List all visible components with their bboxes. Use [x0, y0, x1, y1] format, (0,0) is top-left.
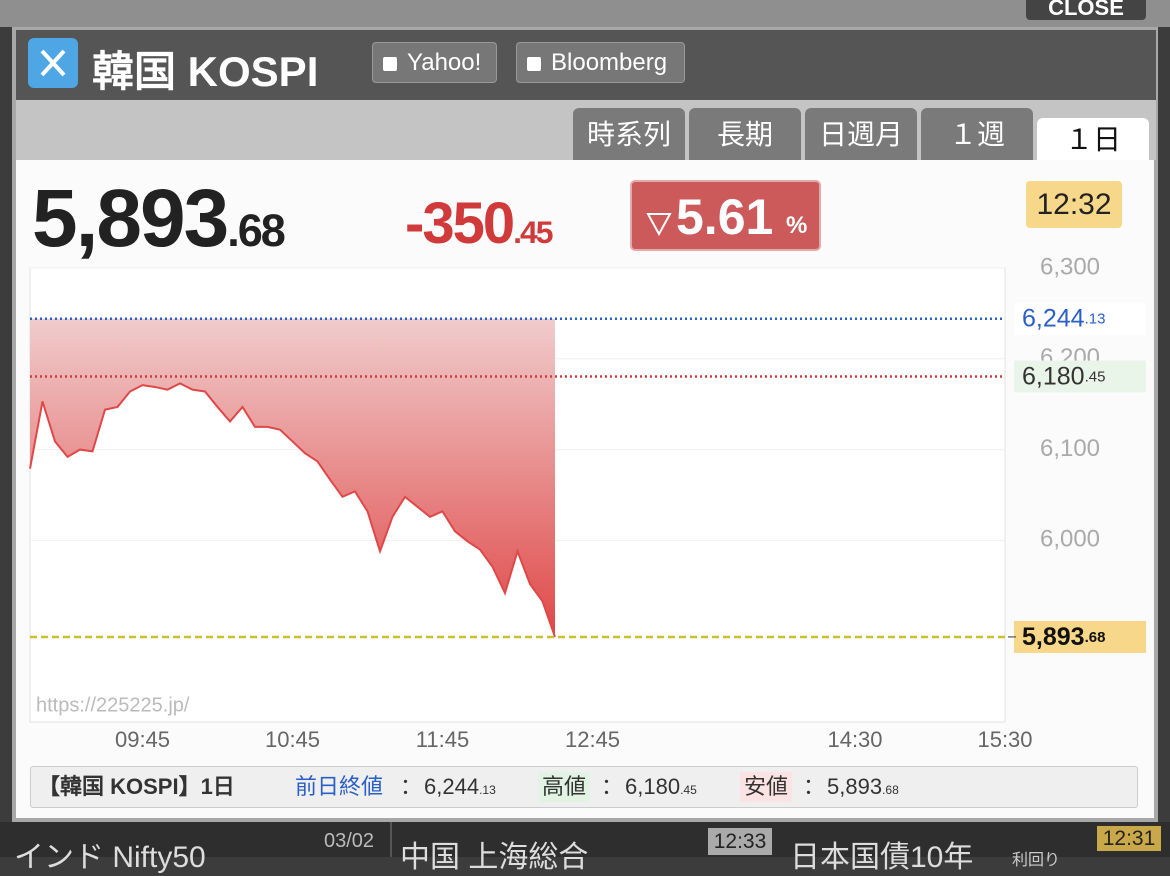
separator: ： — [803, 774, 826, 799]
time-badge: 12:32 — [1026, 181, 1122, 228]
footer-value: 6,180.45 — [625, 774, 697, 799]
tab[interactable]: 長期 — [689, 108, 801, 160]
percent-box: 5.61 % — [630, 180, 821, 251]
reference-label: 6,180.45 — [1022, 362, 1105, 390]
ticker-item[interactable]: インド Nifty50 — [14, 841, 206, 874]
ticker-item[interactable]: 日本国債10年 — [790, 841, 974, 874]
title: 韓国 KOSPI — [92, 48, 319, 95]
y-tick-label: 6,300 — [1040, 253, 1100, 280]
separator: ： — [400, 774, 423, 799]
footer-value: 6,244.13 — [424, 774, 496, 799]
price: 5,893.68 — [32, 173, 286, 264]
x-tick-label: 10:45 — [265, 727, 320, 752]
x-tick-label: 11:45 — [416, 727, 469, 752]
down-arrow — [646, 213, 672, 236]
top-strip — [0, 0, 1170, 27]
percent: 5.61 — [676, 189, 774, 245]
tab[interactable]: １週 — [921, 108, 1033, 160]
link-button[interactable]: Yahoo! — [372, 42, 497, 83]
x-tick-label: 15:30 — [977, 727, 1032, 752]
chart: https://225225.jp/ 6,0006,1006,2006,3000… — [29, 253, 1146, 752]
reference-box — [1014, 360, 1146, 393]
footer-label: 高値 — [538, 772, 591, 802]
percent-unit: % — [786, 212, 808, 239]
footer-value: 5,893.68 — [827, 774, 899, 799]
price-line — [29, 382, 556, 638]
ticker-date: 03/02 — [324, 830, 375, 852]
link-button[interactable]: Bloomberg — [516, 42, 685, 83]
reference-label: 5,893.68 — [1022, 623, 1105, 651]
separator: ： — [601, 774, 624, 799]
y-tick-label: 6,000 — [1040, 526, 1100, 553]
footer-label: 安値 — [740, 772, 793, 802]
tab[interactable]: 日週月 — [805, 108, 917, 160]
x-tick-label: 09:45 — [115, 727, 170, 752]
close-button[interactable]: CLOSE — [1026, 0, 1146, 20]
reference-box — [1014, 620, 1146, 653]
link-label: Yahoo! — [407, 49, 482, 76]
link-label: Bloomberg — [551, 49, 668, 76]
y-tick-label: 6,100 — [1040, 435, 1100, 462]
x-glyph — [40, 49, 66, 77]
footer-title: 【韓国 KOSPI】1日 — [38, 774, 235, 799]
ticker-date: 12:31 — [1097, 826, 1161, 851]
footer-label: 前日終値 — [295, 774, 384, 799]
reference-label: 6,244.13 — [1022, 304, 1105, 332]
watermark: https://225225.jp/ — [36, 694, 190, 716]
ticker-date: 12:33 — [708, 828, 772, 855]
ticker-bar — [0, 822, 1170, 857]
area — [30, 318, 555, 637]
change: -350.45 — [405, 191, 553, 256]
ticker-sub: 利回り — [1012, 852, 1061, 869]
x-icon[interactable] — [28, 38, 78, 88]
tab-active[interactable]: １日 — [1037, 118, 1149, 160]
divider — [390, 822, 392, 857]
tab[interactable]: 時系列 — [573, 108, 685, 160]
reference-box — [1014, 302, 1146, 335]
x-tick-label: 12:45 — [565, 727, 620, 752]
ticker-item[interactable]: 中国 上海総合 — [400, 841, 589, 874]
x-tick-label: 14:30 — [827, 727, 882, 752]
